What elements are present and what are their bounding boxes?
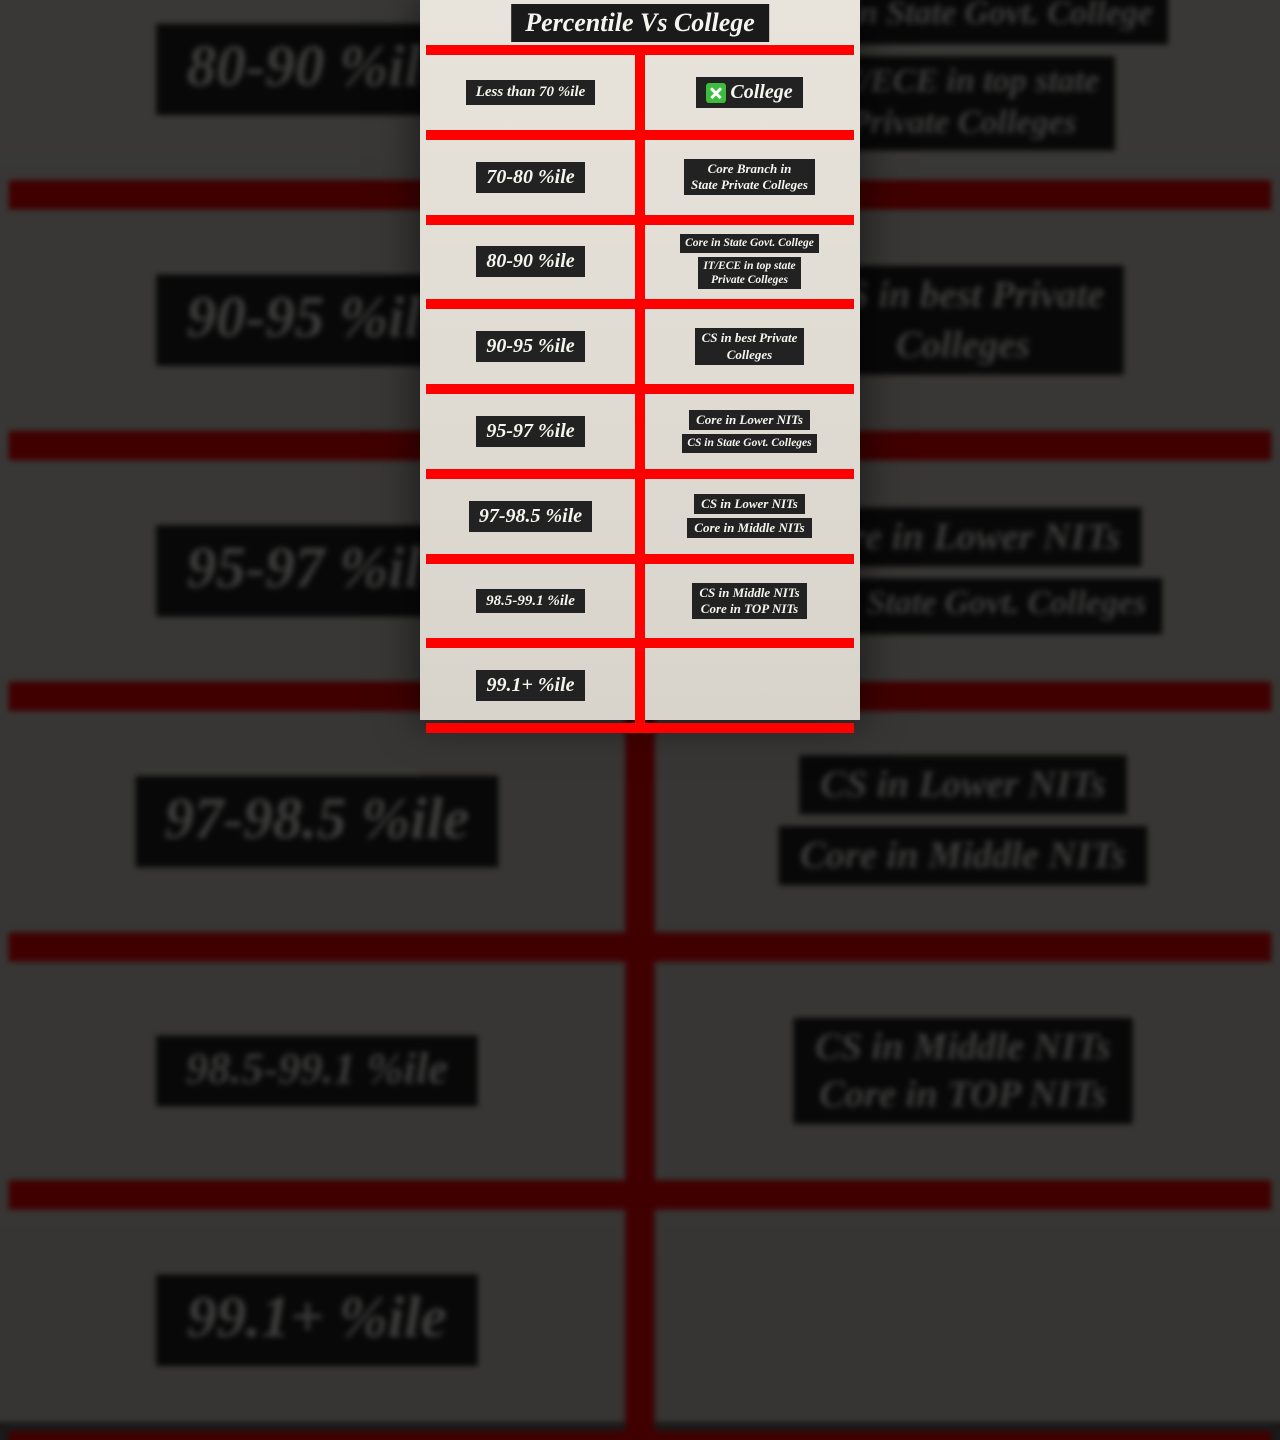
- percentile-label: 95-97 %ile: [476, 416, 584, 447]
- college-label: CS in Middle NITs Core in TOP NITs: [794, 1017, 1131, 1125]
- college-label: Core in Lower NITs: [689, 410, 810, 430]
- college-label: IT/ECE in top state Private Colleges: [698, 257, 800, 290]
- horizontal-divider: [426, 384, 854, 394]
- percentile-cell: 98.5-99.1 %ile: [426, 564, 635, 639]
- percentile-cell: 80-90 %ile: [426, 225, 635, 300]
- college-label: Core in Middle NITs: [780, 826, 1147, 886]
- percentile-label: 99.1+ %ile: [476, 670, 584, 701]
- horizontal-divider: [426, 215, 854, 225]
- percentile-cell: Less than 70 %ile: [426, 55, 635, 130]
- college-cell: [655, 1210, 1272, 1431]
- cross-icon: [706, 83, 726, 103]
- horizontal-divider: [426, 130, 854, 140]
- horizontal-divider: [9, 1181, 1272, 1211]
- college-cell: Core Branch in State Private Colleges: [645, 140, 854, 215]
- horizontal-divider: [426, 469, 854, 479]
- college-label: CS in best Private Colleges: [695, 328, 805, 365]
- percentile-label: 98.5-99.1 %ile: [157, 1034, 478, 1107]
- percentile-label: 99.1+ %ile: [158, 1275, 477, 1366]
- college-label: Core in State Govt. College: [680, 234, 819, 252]
- college-cell: CS in Middle NITs Core in TOP NITs: [645, 564, 854, 639]
- college-cell: [645, 648, 854, 723]
- percentile-cell: 95-97 %ile: [426, 394, 635, 469]
- percentile-cell: 97-98.5 %ile: [9, 710, 626, 931]
- horizontal-divider: [426, 299, 854, 309]
- percentile-label: 97-98.5 %ile: [135, 775, 499, 866]
- percentile-label: 97-98.5 %ile: [469, 501, 592, 532]
- percentile-cell: 99.1+ %ile: [9, 1210, 626, 1431]
- percentile-label: 80-90 %ile: [476, 246, 584, 277]
- page-title: Percentile Vs College: [511, 4, 769, 42]
- percentile-label: 90-95 %ile: [476, 331, 584, 362]
- college-label: Core Branch in State Private Colleges: [684, 159, 815, 196]
- college-cell: CS in Lower NITs Core in Middle NITs: [655, 710, 1272, 931]
- horizontal-divider: [9, 931, 1272, 961]
- percentile-cell: 97-98.5 %ile: [426, 479, 635, 554]
- college-label: College: [696, 77, 802, 108]
- college-cell: College: [645, 55, 854, 130]
- college-label: CS in Middle NITs Core in TOP NITs: [692, 583, 806, 620]
- college-label: CS in Lower NITs: [800, 755, 1127, 815]
- horizontal-divider: [426, 45, 854, 55]
- percentile-cell: 70-80 %ile: [426, 140, 635, 215]
- college-cell: CS in best Private Colleges: [645, 309, 854, 384]
- college-label: Core in Middle NITs: [687, 518, 811, 538]
- college-cell: Core in Lower NITs CS in State Govt. Coll…: [645, 394, 854, 469]
- horizontal-divider: [9, 1431, 1272, 1440]
- college-cell: CS in Middle NITs Core in TOP NITs: [655, 960, 1272, 1181]
- percentile-cell: 99.1+ %ile: [426, 648, 635, 723]
- college-cell: CS in Lower NITs Core in Middle NITs: [645, 479, 854, 554]
- percentile-cell: 98.5-99.1 %ile: [9, 960, 626, 1181]
- percentile-label: 70-80 %ile: [476, 162, 584, 193]
- college-label: CS in State Govt. Colleges: [682, 434, 816, 452]
- horizontal-divider: [426, 638, 854, 648]
- percentile-label: 98.5-99.1 %ile: [476, 589, 585, 614]
- percentile-cell: 90-95 %ile: [426, 309, 635, 384]
- horizontal-divider: [426, 723, 854, 733]
- college-label: CS in Lower NITs: [694, 494, 805, 514]
- percentile-label: Less than 70 %ile: [466, 80, 596, 105]
- horizontal-divider: [426, 554, 854, 564]
- college-cell: Core in State Govt. College IT/ECE in top…: [645, 225, 854, 300]
- college-label-text: College: [730, 81, 792, 103]
